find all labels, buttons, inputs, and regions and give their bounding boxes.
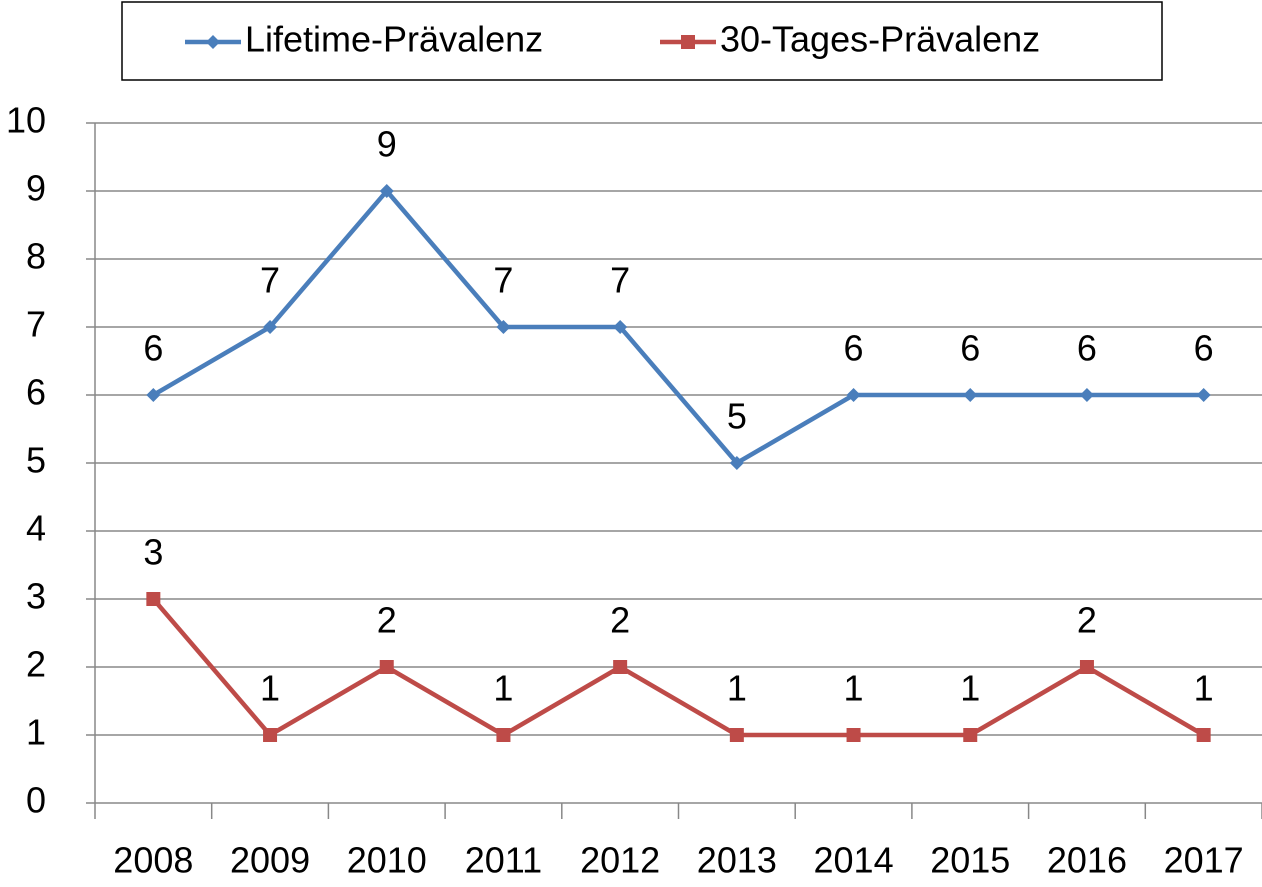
y-tick-label: 2	[26, 644, 46, 685]
y-tick-label: 5	[26, 440, 46, 481]
data-label: 1	[727, 668, 747, 709]
series-line	[151, 597, 1205, 738]
point-marker	[1079, 388, 1094, 402]
y-tick-label: 3	[26, 576, 46, 617]
data-label: 7	[260, 260, 280, 301]
y-tick-label: 9	[26, 168, 46, 209]
point-marker	[729, 456, 744, 470]
data-label: 1	[260, 668, 280, 709]
legend-label: 30-Tages-Prävalenz	[720, 19, 1040, 60]
x-tick-label: 2016	[1047, 840, 1127, 881]
point-marker	[846, 388, 861, 402]
data-label: 7	[493, 260, 513, 301]
x-tick-label: 2014	[814, 840, 894, 881]
data-label: 9	[377, 124, 397, 165]
y-tick-label: 0	[26, 780, 46, 821]
y-tick-label: 8	[26, 236, 46, 277]
legend-marker	[206, 35, 220, 49]
data-label: 6	[844, 328, 864, 369]
x-tick-label: 2013	[697, 840, 777, 881]
legend-marker	[681, 35, 695, 49]
data-label: 1	[844, 668, 864, 709]
data-label: 5	[727, 396, 747, 437]
data-label: 1	[493, 668, 513, 709]
data-label: 6	[1077, 328, 1097, 369]
data-label: 6	[960, 328, 980, 369]
y-tick-label: 10	[6, 100, 46, 141]
y-tick-label: 7	[26, 304, 46, 345]
point-marker	[613, 320, 628, 334]
point-marker	[263, 320, 278, 334]
data-label: 2	[377, 600, 397, 641]
point-marker	[1196, 728, 1211, 742]
point-marker	[146, 592, 161, 606]
data-label: 6	[143, 328, 163, 369]
series-line	[152, 187, 1204, 466]
point-marker	[146, 388, 161, 402]
data-label: 1	[1194, 668, 1214, 709]
x-tick-label: 2017	[1164, 840, 1244, 881]
point-marker	[729, 728, 744, 742]
data-label: 1	[960, 668, 980, 709]
data-label: 3	[143, 532, 163, 573]
point-marker	[1196, 388, 1211, 402]
point-marker	[963, 388, 978, 402]
y-tick-label: 6	[26, 372, 46, 413]
data-label: 2	[1077, 600, 1097, 641]
point-marker	[613, 660, 628, 674]
legend-box	[121, 1, 1163, 81]
point-marker	[1079, 660, 1094, 674]
data-label: 2	[610, 600, 630, 641]
y-tick-label: 4	[26, 508, 46, 549]
x-tick-label: 2010	[347, 840, 427, 881]
x-tick-label: 2015	[930, 840, 1010, 881]
x-tick-label: 2011	[465, 840, 542, 881]
x-tick-label: 2009	[230, 840, 310, 881]
x-tick-label: 2008	[113, 840, 193, 881]
data-label: 6	[1194, 328, 1214, 369]
point-marker	[496, 728, 511, 742]
legend-label: Lifetime-Prävalenz	[245, 19, 543, 60]
point-marker	[379, 660, 394, 674]
y-tick-label: 1	[26, 712, 46, 753]
point-marker	[379, 184, 394, 198]
point-marker	[963, 728, 978, 742]
point-marker	[846, 728, 861, 742]
x-tick-label: 2012	[580, 840, 660, 881]
point-marker	[496, 320, 511, 334]
data-label: 7	[610, 260, 630, 301]
point-marker	[263, 728, 278, 742]
